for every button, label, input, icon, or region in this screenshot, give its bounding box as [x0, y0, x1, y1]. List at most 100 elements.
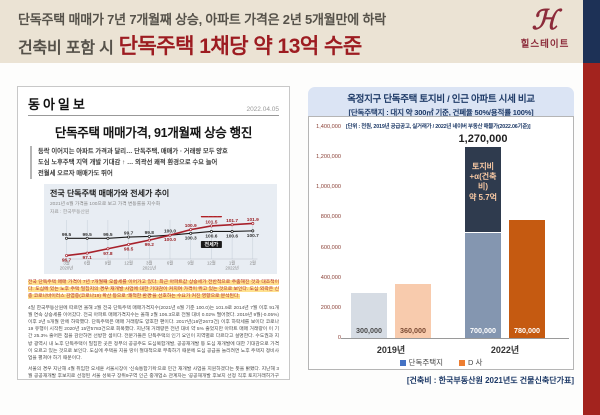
data-point	[127, 235, 131, 239]
y-axis-label: 0	[337, 335, 341, 341]
x-axis-line	[341, 338, 569, 339]
trend-chart-title: 전국 단독주택 매매가와 전세가 추이	[50, 189, 170, 199]
article-body: 전국 단독주택 매매 가격이 7년 7개월째 오름세를 이어가고 있다. 최근 …	[28, 279, 279, 380]
article-subhead-line: 등락 이어지는 아파트 가격과 달리… 단독주택, 매매가 · 거래량 모두 양…	[38, 148, 228, 155]
data-label: 101.5	[205, 219, 217, 225]
data-point	[209, 230, 213, 233]
data-label: 99.5	[62, 232, 72, 238]
data-label: 101.7	[226, 218, 238, 224]
stacked-total-label: 1,270,000	[458, 132, 508, 145]
x-tick-year: 2022년	[225, 265, 239, 271]
comparison-header: 옥정지구 단독주택 토지비 / 인근 아파트 시세 비교 [단독주택지 : 대지…	[308, 87, 574, 122]
data-point	[147, 235, 151, 238]
data-label: 99.5	[83, 232, 93, 238]
x-tick-month: 3월	[146, 260, 152, 267]
hillstate-logo-name: 힐스테이트	[520, 39, 570, 50]
legend-item: 단독주택지	[399, 357, 444, 368]
stacked-segment-text: +α(건축비)	[469, 171, 497, 192]
bar-value-label: 780,000	[514, 326, 540, 335]
data-label: 100.7	[247, 233, 259, 239]
data-point	[230, 223, 234, 227]
category-label: 2019년	[376, 345, 406, 355]
article-paragraph: 전국 단독주택 매매 가격이 7년 7개월째 오름세를 이어가고 있다. 최근 …	[28, 279, 279, 301]
data-point	[65, 254, 68, 258]
comparison-title: 옥정지구 단독주택 토지비 / 인근 아파트 시세 비교	[347, 94, 535, 105]
chart-legend: 단독주택지 D 사	[309, 357, 573, 368]
header-subtitle: 단독주택 매매가 7년 7개월째 상승, 아파트 가격은 2년 5개월만에 하락	[18, 12, 386, 27]
donga-ilbo-logo: 동아일보	[28, 97, 88, 112]
data-point	[85, 251, 89, 255]
data-point	[106, 236, 110, 240]
article-subhead-line: 전월세 오르자 매매가도 뛰어	[38, 170, 113, 178]
x-tick-month: 1월	[229, 260, 235, 267]
stacked-segment-construction-cost: 토지비 +α(건축비) 약 5.7억	[465, 146, 501, 233]
series-badge-매매가	[200, 216, 222, 218]
bar-단독주택지-2019년	[351, 292, 387, 338]
bar-value-label: 360,000	[400, 326, 426, 335]
highlighted-text: 전국 단독주택 매매 가격이 7년 7개월째 오름세를 이어가고 있다. 최근 …	[28, 280, 279, 300]
header-title-emphasis: 단독주택 1채당 약 13억 수준	[118, 35, 363, 58]
bar-value-label: 700,000	[470, 326, 496, 335]
newspaper-masthead: 동아일보 2022.04.05	[28, 94, 279, 116]
data-label: 98.5	[124, 246, 134, 252]
y-axis-label: 1,000,000	[316, 184, 341, 191]
data-point	[106, 247, 110, 251]
trend-chart-subtitle: 2021년 6월 가격을 100으로 보고 가격 변동률을 지수화	[50, 202, 161, 208]
data-label: 100.6	[226, 234, 238, 240]
data-point	[209, 224, 213, 228]
legend-swatch	[399, 359, 406, 366]
data-label: 99.2	[145, 242, 155, 248]
bar-D 사-2022년	[509, 220, 545, 338]
hillstate-monogram-icon: ℋ	[531, 5, 559, 35]
data-point	[251, 222, 255, 225]
data-label: 100.6	[205, 234, 217, 240]
legend-label: 단독주택지	[408, 358, 444, 367]
article-subhead-line: 도심 노후주택 지역 개발 기대감 ↑ … 외곽선 쾌적 환경으로 수요 늘어	[38, 159, 218, 167]
bar-D 사-2019년	[395, 283, 431, 338]
bar-value-label: 300,000	[356, 326, 382, 335]
header-title-prefix: 건축비 포함 시	[18, 40, 114, 57]
category-label: 2022년	[490, 345, 520, 355]
data-label: 96.7	[62, 258, 72, 264]
paragraph-text: 서울의 경우 지난해 4월 취임한 오세훈 서울시장이 '신속통합기획'으로 민…	[28, 367, 279, 380]
x-tick-month: 2월	[250, 260, 256, 267]
data-label: 101.9	[247, 217, 259, 223]
data-point	[189, 228, 193, 232]
legend-label: D 사	[468, 358, 483, 367]
series-badge-전세가	[200, 241, 222, 249]
data-point	[127, 243, 131, 246]
series-badge-label: 매매가	[204, 216, 218, 218]
legend-item: D 사	[459, 357, 482, 368]
series-line-전세가	[66, 230, 253, 239]
data-point	[85, 236, 89, 240]
paragraph-text: 4일 한국부동산원에 따르면 올해 2월 전국 단독주택 매매가격지수(2021…	[28, 305, 279, 361]
x-tick-year: 2021년	[143, 265, 157, 271]
x-tick-month: 12월	[207, 260, 216, 267]
data-point	[147, 238, 151, 242]
series-badge-label: 전세가	[204, 241, 218, 248]
y-axis-label: 800,000	[320, 214, 341, 221]
comparison-subtitle: [단독주택지 : 대지 약 300㎡ 기준, 건폐율 50%/용적률 100%]	[348, 107, 534, 117]
newspaper-article-panel: 동아일보 2022.04.05 단독주택 매매가격, 91개월째 상승 행진 등…	[17, 86, 290, 380]
x-tick-month: 9월	[188, 260, 194, 267]
data-point	[168, 233, 172, 237]
series-line-매매가	[66, 222, 253, 257]
article-date: 2022.04.05	[246, 106, 279, 113]
data-label: 100.0	[164, 237, 176, 243]
data-label: 99.7	[124, 231, 134, 237]
edge-stripe-navy	[583, 0, 600, 63]
x-tick-month: 6월	[167, 260, 173, 267]
x-tick-month: 3월	[63, 260, 69, 267]
header-title: 건축비 포함 시 단독주택 1채당 약 13억 수준	[18, 30, 362, 60]
y-axis-label: 400,000	[320, 274, 341, 281]
comparison-chart-note: [단위 : 천원, 2019년 공급공고, 실거래가 / 2022년 네이버 부…	[346, 124, 531, 130]
bar-단독주택지-2022년	[465, 232, 501, 338]
data-point	[65, 236, 68, 240]
edge-stripe-red	[583, 63, 600, 415]
data-point	[189, 231, 193, 235]
data-label: 100.9	[185, 223, 197, 229]
data-point	[251, 229, 255, 233]
data-label: 99.5	[103, 232, 113, 238]
